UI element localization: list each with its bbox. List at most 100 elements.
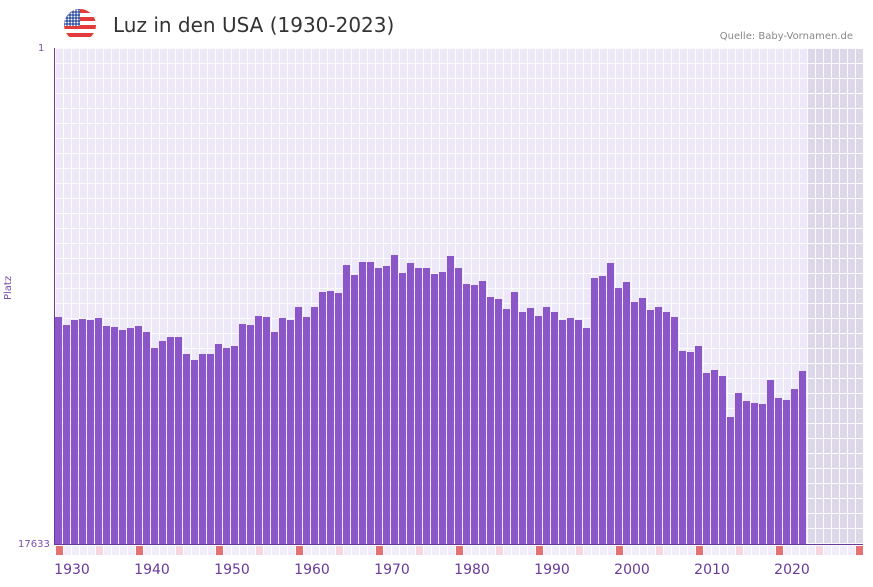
bar-1944[interactable]	[167, 337, 174, 545]
bar-1940[interactable]	[135, 326, 142, 545]
bar-1967[interactable]	[351, 275, 358, 545]
bar-1984[interactable]	[487, 296, 494, 545]
bar-1979[interactable]	[447, 256, 454, 545]
bar-1976[interactable]	[423, 267, 430, 545]
bar-2017[interactable]	[751, 403, 758, 545]
bar-1951[interactable]	[223, 348, 230, 545]
bar-1947[interactable]	[191, 360, 198, 545]
bar-2023[interactable]	[799, 371, 806, 545]
bar-2005[interactable]	[655, 307, 662, 545]
bar-1957[interactable]	[271, 332, 278, 545]
bar-1968[interactable]	[359, 261, 366, 545]
bar-1956[interactable]	[263, 317, 270, 545]
year-marker	[648, 546, 655, 555]
bar-1931[interactable]	[63, 325, 70, 545]
bar-2014[interactable]	[727, 417, 734, 545]
bar-2010[interactable]	[695, 346, 702, 545]
bar-1965[interactable]	[335, 292, 342, 545]
bar-1948[interactable]	[199, 354, 206, 545]
bar-1932[interactable]	[71, 320, 78, 545]
bar-2006[interactable]	[663, 312, 670, 545]
bar-1999[interactable]	[607, 263, 614, 545]
bar-1954[interactable]	[247, 325, 254, 545]
bar-2002[interactable]	[631, 302, 638, 545]
bar-1989[interactable]	[527, 308, 534, 545]
bar-1938[interactable]	[119, 330, 126, 545]
bar-1985[interactable]	[495, 298, 502, 545]
bar-2015[interactable]	[735, 393, 742, 545]
bar-2008[interactable]	[679, 351, 686, 545]
bar-1949[interactable]	[207, 354, 214, 545]
bar-1955[interactable]	[255, 316, 262, 545]
year-marker	[512, 546, 519, 555]
bar-1930[interactable]	[55, 317, 62, 545]
year-marker	[192, 546, 199, 555]
bar-1977[interactable]	[431, 273, 438, 545]
bar-2022[interactable]	[791, 389, 798, 545]
bar-1975[interactable]	[415, 267, 422, 545]
bar-2007[interactable]	[671, 317, 678, 545]
bar-1973[interactable]	[399, 273, 406, 545]
bar-1992[interactable]	[551, 312, 558, 545]
year-marker	[848, 546, 855, 555]
bar-2012[interactable]	[711, 370, 718, 545]
bar-1966[interactable]	[343, 265, 350, 545]
bar-1959[interactable]	[287, 320, 294, 545]
bar-2011[interactable]	[703, 373, 710, 545]
bar-1953[interactable]	[239, 324, 246, 545]
bar-1936[interactable]	[103, 326, 110, 545]
bar-1991[interactable]	[543, 307, 550, 545]
bar-1987[interactable]	[511, 292, 518, 545]
bar-1941[interactable]	[143, 332, 150, 545]
bar-2020[interactable]	[775, 398, 782, 545]
bar-2000[interactable]	[615, 288, 622, 545]
bar-1943[interactable]	[159, 341, 166, 545]
bar-2003[interactable]	[639, 298, 646, 545]
bar-2019[interactable]	[767, 380, 774, 545]
bar-2009[interactable]	[687, 352, 694, 545]
bar-1980[interactable]	[455, 267, 462, 545]
source-link[interactable]: Quelle: Baby-Vornamen.de	[719, 31, 853, 42]
bar-2004[interactable]	[647, 310, 654, 545]
bar-2013[interactable]	[719, 376, 726, 545]
bar-2021[interactable]	[783, 400, 790, 545]
bar-1945[interactable]	[175, 337, 182, 545]
bar-1934[interactable]	[87, 320, 94, 545]
bar-1958[interactable]	[279, 318, 286, 545]
bar-1971[interactable]	[383, 265, 390, 545]
bar-2001[interactable]	[623, 281, 630, 545]
bar-1990[interactable]	[535, 316, 542, 545]
bar-1970[interactable]	[375, 267, 382, 545]
bar-1983[interactable]	[479, 281, 486, 545]
bar-1939[interactable]	[127, 328, 134, 545]
bar-1981[interactable]	[463, 284, 470, 545]
bar-1969[interactable]	[367, 261, 374, 545]
x-axis-label: 1930	[54, 562, 90, 578]
bar-1962[interactable]	[311, 307, 318, 545]
bar-1972[interactable]	[391, 254, 398, 545]
bar-1935[interactable]	[95, 318, 102, 545]
bar-1963[interactable]	[319, 292, 326, 545]
bar-1997[interactable]	[591, 278, 598, 545]
bar-1994[interactable]	[567, 318, 574, 545]
bar-1964[interactable]	[327, 290, 334, 545]
bar-1942[interactable]	[151, 348, 158, 545]
bar-1995[interactable]	[575, 320, 582, 545]
bar-1952[interactable]	[231, 346, 238, 545]
bar-1933[interactable]	[79, 319, 86, 545]
bar-1996[interactable]	[583, 328, 590, 545]
bar-2016[interactable]	[743, 401, 750, 545]
bar-1937[interactable]	[111, 327, 118, 545]
bar-1978[interactable]	[439, 271, 446, 545]
bar-1961[interactable]	[303, 317, 310, 545]
bar-1960[interactable]	[295, 307, 302, 545]
bar-1998[interactable]	[599, 275, 606, 545]
bar-1950[interactable]	[215, 344, 222, 545]
bar-1988[interactable]	[519, 312, 526, 545]
bar-1946[interactable]	[183, 354, 190, 545]
bar-1986[interactable]	[503, 309, 510, 545]
bar-1993[interactable]	[559, 320, 566, 545]
bar-1974[interactable]	[407, 263, 414, 545]
bar-1982[interactable]	[471, 284, 478, 545]
bar-2018[interactable]	[759, 404, 766, 545]
